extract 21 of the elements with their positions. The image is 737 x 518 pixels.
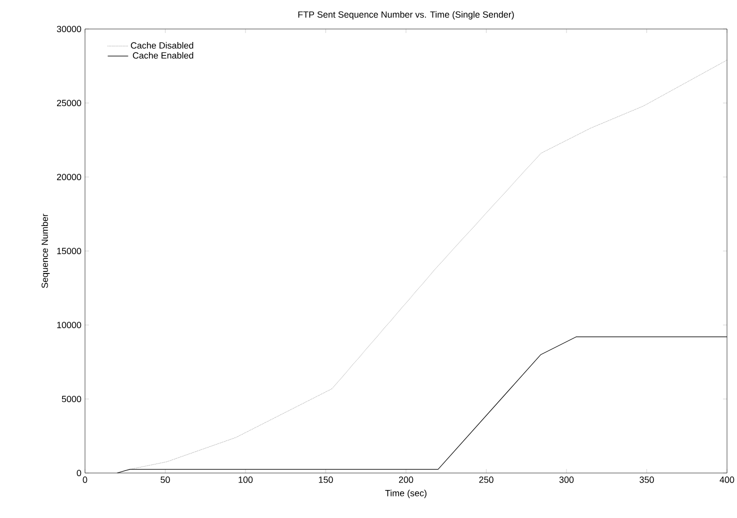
y-tick-label: 25000 [57, 100, 82, 106]
x-tick-label: 100 [238, 476, 253, 483]
y-tick-label: 15000 [57, 248, 82, 254]
chart-title: FTP Sent Sequence Number vs. Time (Single Sender) [298, 11, 514, 20]
y-tick-label: 5000 [62, 396, 82, 402]
y-tick-label: 20000 [57, 174, 82, 180]
x-tick-label: 250 [479, 476, 494, 483]
y-tick-label: 30000 [56, 26, 82, 32]
legend-label: Cache Disabled [130, 42, 194, 49]
x-tick-label: 150 [318, 476, 333, 483]
x-tick-label: 0 [82, 476, 88, 483]
y-tick-label: 0 [76, 470, 82, 476]
x-tick-label: 200 [398, 476, 414, 483]
x-tick-label: 50 [160, 476, 170, 483]
x-axis-title: Time (sec) [385, 490, 426, 498]
y-tick-label: 10000 [57, 322, 82, 328]
legend-label: Cache Enabled [132, 52, 194, 59]
x-tick-label: 400 [720, 476, 734, 483]
x-tick-label: 350 [640, 476, 654, 483]
x-tick-label: 300 [559, 476, 574, 483]
y-axis-title: Sequence Number [41, 214, 50, 288]
